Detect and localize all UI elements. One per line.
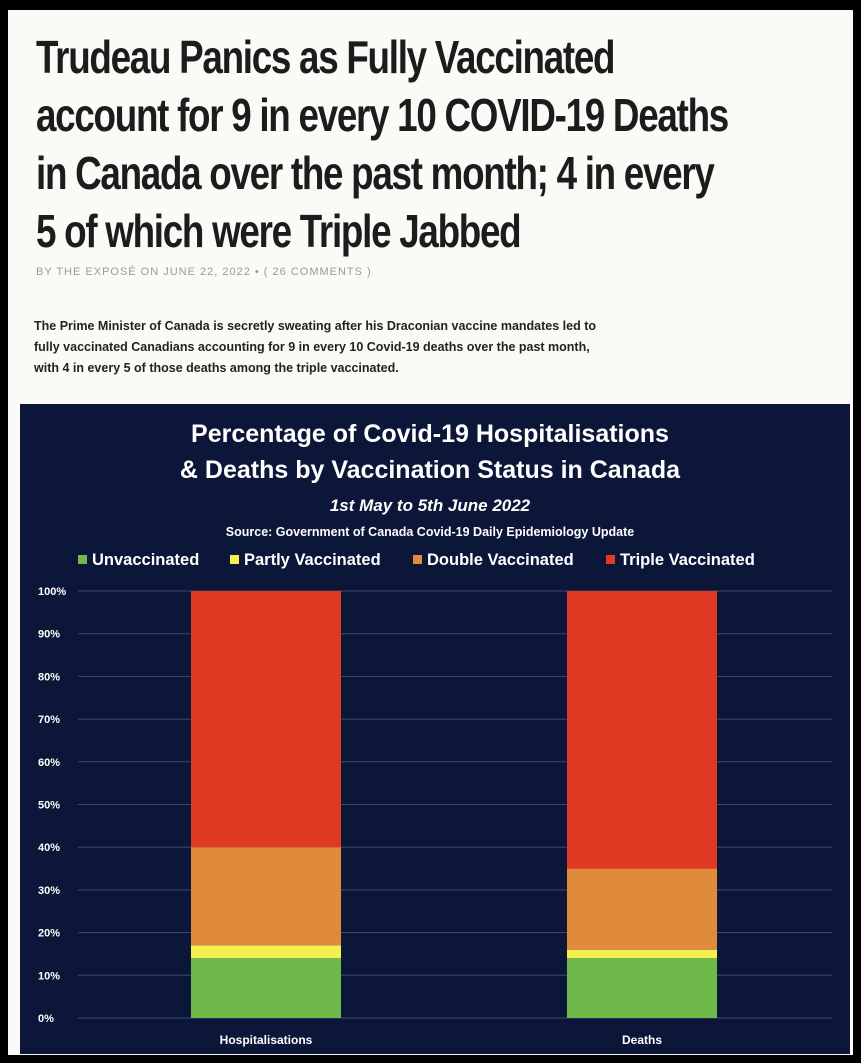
headline[interactable]: Trudeau Panics as Fully Vaccinated accou… (36, 28, 836, 260)
legend-item: Triple Vaccinated (606, 551, 755, 569)
chart-legend: Unvaccinated Partly Vaccinated Double Vacc… (78, 551, 755, 569)
legend-item: Double Vaccinated (413, 551, 574, 569)
legend-label: Triple Vaccinated (620, 551, 755, 569)
byline: BY THE EXPOSÉ ON JUNE 22, 2022 • ( 26 CO… (36, 266, 372, 278)
legend-swatch (78, 555, 87, 564)
chart-subtitle: 1st May to 5th June 2022 (330, 496, 531, 515)
bar-segment (567, 949, 717, 959)
chart-title-line-2: & Deaths by Vaccination Status in Canada (180, 456, 681, 484)
stacked-bar-chart: Percentage of Covid-19 Hospitalisations … (38, 420, 832, 1047)
y-axis: 0% 10% 20% 30% 40% 50% 60% 70% 80% 90% 100% (38, 586, 66, 1025)
y-tick-label: 70% (38, 714, 60, 726)
headline-line: account for 9 in every 10 COVID-19 Death… (36, 89, 729, 141)
y-tick-label: 30% (38, 885, 60, 897)
y-tick-label: 20% (38, 928, 60, 940)
legend-item: Partly Vaccinated (230, 551, 381, 569)
lede-line: with 4 in every 5 of those deaths among … (34, 361, 399, 375)
legend-label: Partly Vaccinated (244, 551, 381, 569)
legend-label: Unvaccinated (92, 551, 199, 569)
bar-segment (191, 591, 341, 848)
legend-swatch (230, 555, 239, 564)
x-tick-label: Hospitalisations (220, 1033, 313, 1047)
lede-line: fully vaccinated Canadians accounting fo… (34, 340, 590, 354)
headline-line: in Canada over the past month; 4 in ever… (36, 147, 715, 199)
bar-segment (191, 847, 341, 946)
x-axis: Hospitalisations Deaths (220, 1033, 663, 1047)
x-tick-label: Deaths (622, 1033, 662, 1047)
chart-source: Source: Government of Canada Covid-19 Da… (226, 525, 634, 539)
chart-title-line-1: Percentage of Covid-19 Hospitalisations (191, 420, 669, 448)
headline-line: Trudeau Panics as Fully Vaccinated (36, 31, 616, 83)
bar-segment (191, 945, 341, 959)
bar-segment (567, 591, 717, 869)
legend-swatch (413, 555, 422, 564)
article-lede: The Prime Minister of Canada is secretly… (34, 316, 754, 379)
y-tick-label: 90% (38, 629, 60, 641)
y-tick-label: 60% (38, 757, 60, 769)
headline-line: 5 of which were Triple Jabbed (36, 205, 522, 257)
y-tick-label: 80% (38, 671, 60, 683)
bar-segment (567, 868, 717, 950)
chart-bars (191, 591, 717, 1018)
y-tick-label: 10% (38, 970, 60, 982)
bar-segment (567, 958, 717, 1018)
bar-segment (191, 958, 341, 1018)
lede-line: The Prime Minister of Canada is secretly… (34, 319, 596, 333)
y-tick-label: 50% (38, 800, 60, 812)
y-tick-label: 40% (38, 842, 60, 854)
y-tick-label: 100% (38, 586, 66, 598)
y-tick-label: 0% (38, 1013, 54, 1025)
legend-item: Unvaccinated (78, 551, 199, 569)
legend-label: Double Vaccinated (427, 551, 574, 569)
chart-panel: Percentage of Covid-19 Hospitalisations … (20, 404, 850, 1054)
legend-swatch (606, 555, 615, 564)
